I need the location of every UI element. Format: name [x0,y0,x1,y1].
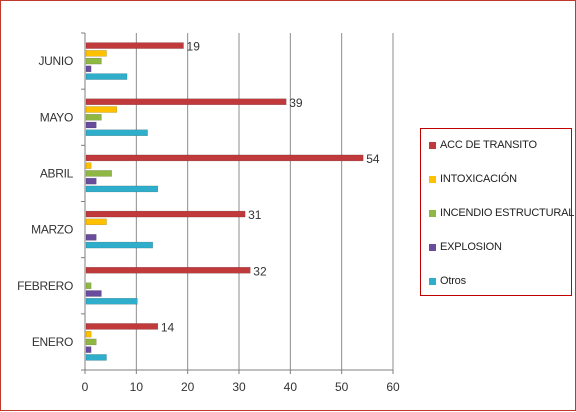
bar-acc-de-transito-junio [85,42,184,49]
legend-item-acc-de-transito: ACC DE TRANSITO [429,137,537,153]
x-tick-label-50: 50 [335,380,349,394]
category-label-marzo: MARZO [31,223,73,237]
legend-swatch [429,141,436,149]
data-label-junio: 19 [187,40,201,54]
legend-swatch [429,175,436,183]
bar-acc-de-transito-abril [85,154,364,162]
legend-label: INCENDIO ESTRUCTURAL [440,207,575,219]
legend-label: Otros [440,275,466,287]
bar-explosion-febrero [85,290,102,297]
legend-swatch [429,209,436,217]
bar-intoxicaci-n-mayo [85,106,118,113]
bar-explosion-mayo [85,121,97,129]
data-label-mayo: 39 [289,96,303,110]
bar-incendio-estructural-febrero [85,282,92,289]
legend-label: ACC DE TRANSITO [440,139,537,151]
bar-explosion-marzo [85,234,97,241]
category-label-junio: JUNIO [38,54,73,68]
legend-swatch [429,277,436,285]
bar-explosion-junio [85,65,92,73]
category-label-enero: ENERO [32,335,73,349]
data-label-abril: 54 [366,152,380,166]
bar-incendio-estructural-junio [85,57,102,65]
category-label-abril: ABRIL [40,166,74,180]
data-label-marzo: 31 [248,208,262,222]
bar-acc-de-transito-febrero [85,267,251,274]
legend-item-otros: Otros [429,273,466,289]
x-tick-label-10: 10 [130,380,144,394]
legend-item-explosion: EXPLOSION [429,239,502,255]
legend-label: INTOXICACIÓN [440,173,517,185]
bar-otros-abril [85,185,159,193]
bar-otros-febrero [85,298,138,305]
x-tick-label-40: 40 [284,380,298,394]
chart-legend: ACC DE TRANSITO INTOXICACIÓN INCENDIO ESTR… [420,128,574,296]
bar-acc-de-transito-mayo [85,98,287,105]
bar-incendio-estructural-mayo [85,114,102,121]
x-tick-label-60: 60 [386,380,400,394]
bar-acc-de-transito-enero [85,323,159,330]
category-label-mayo: MAYO [40,110,73,124]
legend-swatch [429,243,436,251]
bar-intoxicaci-n-junio [85,50,107,57]
data-label-enero: 14 [161,320,175,334]
bar-intoxicaci-n-enero [85,330,92,338]
legend-item-incendio-estructural: INCENDIO ESTRUCTURAL [429,205,574,221]
x-tick-label-20: 20 [181,380,195,394]
bar-explosion-enero [85,346,92,353]
bar-otros-mayo [85,129,148,136]
legend-item-intoxicaci-n: INTOXICACIÓN [429,171,517,187]
bar-explosion-abril [85,177,97,185]
bar-incendio-estructural-abril [85,170,112,177]
bar-intoxicaci-n-abril [85,162,92,169]
data-label-febrero: 32 [253,264,267,278]
bar-acc-de-transito-marzo [85,210,246,218]
bar-otros-enero [85,354,107,361]
x-tick-label-30: 30 [232,380,246,394]
bar-otros-marzo [85,241,153,249]
legend-label: EXPLOSION [440,241,502,253]
x-tick-label-0: 0 [82,380,89,394]
bar-incendio-estructural-enero [85,338,97,346]
category-label-febrero: FEBRERO [17,279,73,293]
bar-otros-junio [85,73,128,80]
bar-intoxicaci-n-marzo [85,218,107,226]
